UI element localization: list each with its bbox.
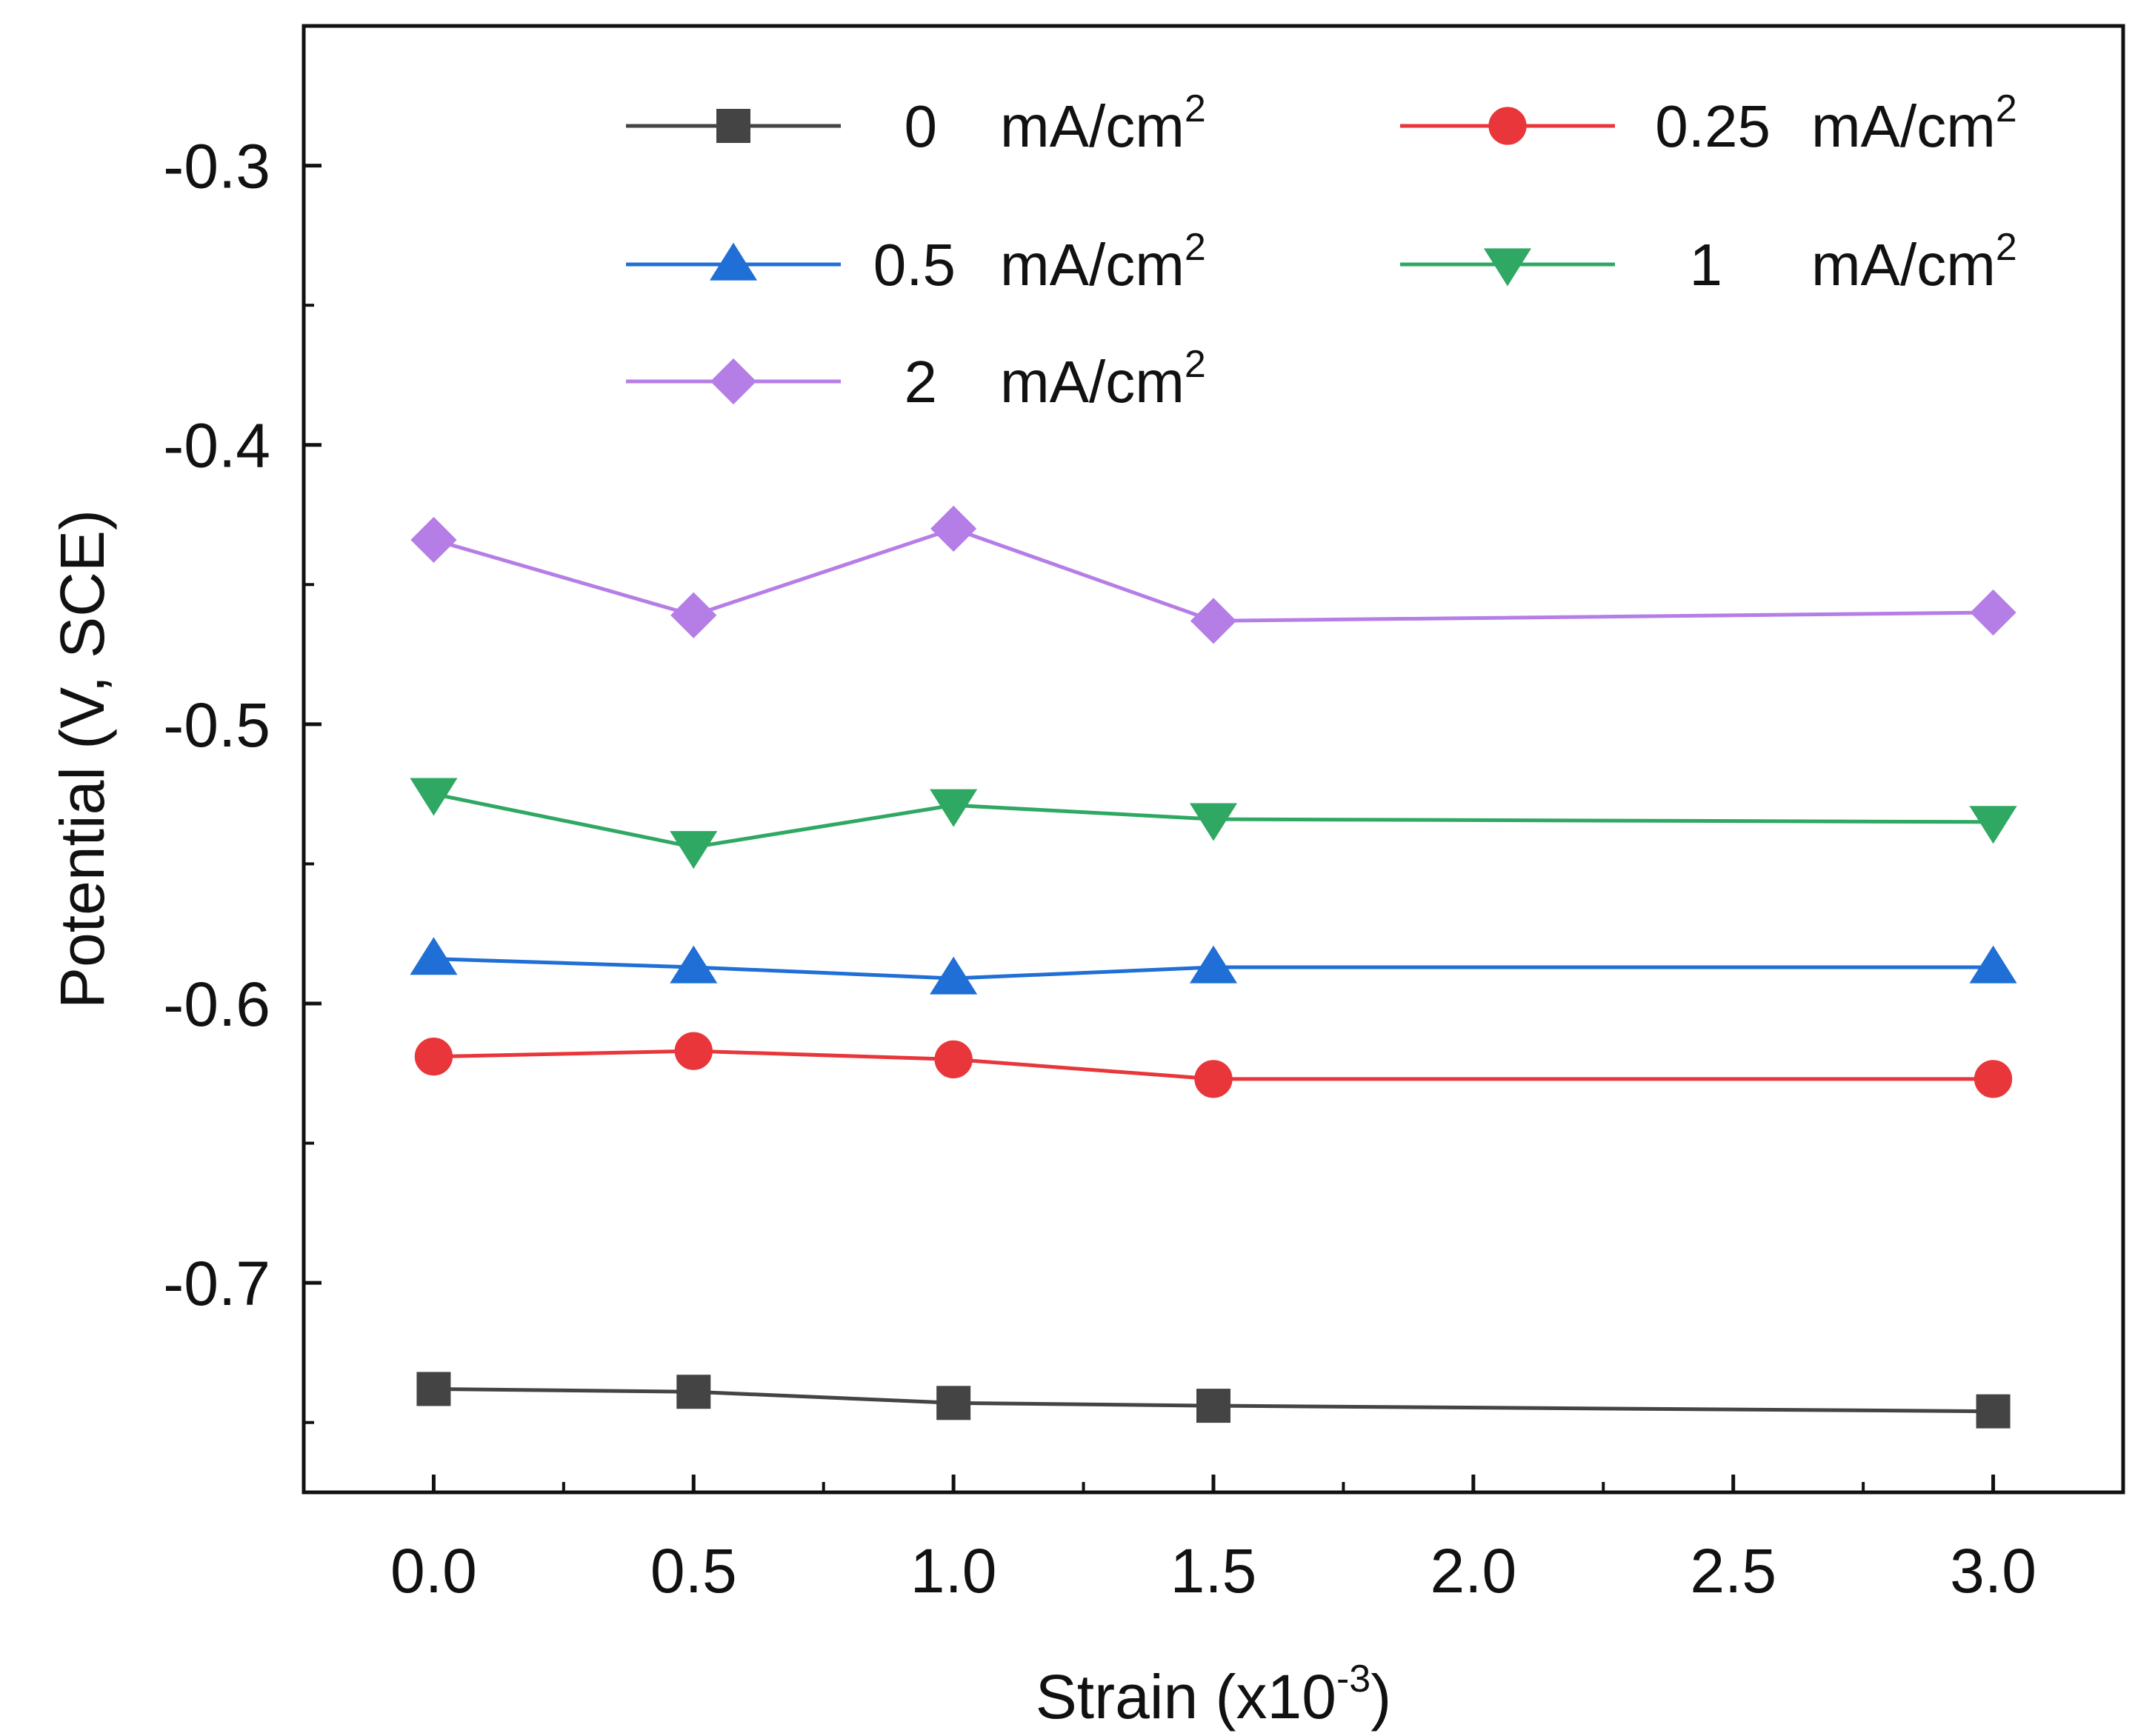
legend: 0 mA/cm2 0.25 mA/cm2 0.5 mA/cm2 1 mA/cm2 2 mA/cm2 bbox=[626, 87, 2017, 415]
data-point bbox=[1970, 589, 2016, 636]
legend-entry-1: 0.25 mA/cm2 bbox=[1400, 87, 2017, 159]
data-point bbox=[1976, 1394, 2011, 1429]
x-axis-title: Strain (x10-3) bbox=[1036, 1657, 1391, 1732]
data-point bbox=[410, 778, 458, 816]
legend-unit: mA/cm2 bbox=[1000, 226, 1206, 298]
legend-marker bbox=[1483, 248, 1532, 287]
legend-value: 1 bbox=[1690, 232, 1723, 298]
data-point bbox=[1189, 803, 1238, 841]
series-3 bbox=[410, 778, 2017, 869]
data-point bbox=[1974, 1060, 2013, 1098]
data-point bbox=[1969, 806, 2017, 844]
series-2 bbox=[410, 937, 2017, 995]
data-point bbox=[930, 789, 978, 827]
x-tick-label: 1.0 bbox=[910, 1536, 997, 1606]
x-tick-label: 2.5 bbox=[1690, 1536, 1776, 1606]
data-point bbox=[934, 1040, 973, 1079]
y-tick-label: -0.5 bbox=[163, 690, 270, 760]
data-point bbox=[1189, 945, 1238, 984]
legend-value: 2 bbox=[905, 349, 938, 415]
data-point bbox=[936, 1386, 971, 1420]
data-point bbox=[410, 516, 457, 564]
y-axis-ticks: -0.3 -0.4 -0.5 -0.6 -0.7 bbox=[163, 132, 322, 1424]
data-point bbox=[1194, 1060, 1233, 1098]
data-point bbox=[1190, 598, 1237, 644]
series-0 bbox=[416, 1372, 2011, 1429]
legend-entry-0: 0 mA/cm2 bbox=[626, 87, 1206, 159]
legend-unit: mA/cm2 bbox=[1811, 87, 2017, 159]
data-point bbox=[1969, 945, 2017, 984]
y-tick-label: -0.7 bbox=[163, 1249, 270, 1318]
legend-entry-3: 1 mA/cm2 bbox=[1400, 226, 2017, 298]
legend-value: 0 bbox=[905, 93, 938, 159]
data-point bbox=[670, 831, 718, 869]
data-point bbox=[1196, 1389, 1230, 1423]
data-point bbox=[930, 956, 978, 995]
x-tick-label: 0.5 bbox=[650, 1536, 737, 1606]
y-axis-title: Potential (V, SCE) bbox=[47, 510, 117, 1009]
legend-unit: mA/cm2 bbox=[1000, 87, 1206, 159]
x-axis-ticks: 0.0 0.5 1.0 1.5 2.0 2.5 3.0 bbox=[390, 1475, 2036, 1606]
x-tick-label: 1.5 bbox=[1170, 1536, 1257, 1606]
series-layer bbox=[410, 505, 2017, 1429]
legend-value: 0.25 bbox=[1655, 93, 1771, 159]
legend-entry-2: 0.5 mA/cm2 bbox=[626, 226, 1206, 298]
y-tick-label: -0.3 bbox=[163, 132, 270, 201]
data-point bbox=[930, 505, 977, 552]
data-point bbox=[670, 592, 717, 638]
legend-marker bbox=[716, 109, 750, 143]
y-tick-label: -0.6 bbox=[163, 969, 270, 1039]
legend-entry-4: 2 mA/cm2 bbox=[626, 343, 1206, 415]
legend-unit: mA/cm2 bbox=[1811, 226, 2017, 298]
series-4 bbox=[410, 505, 2016, 644]
x-tick-label: 3.0 bbox=[1950, 1536, 2036, 1606]
y-tick-label: -0.4 bbox=[163, 411, 270, 481]
legend-marker bbox=[709, 242, 758, 281]
legend-unit: mA/cm2 bbox=[1000, 343, 1206, 415]
x-tick-label: 0.0 bbox=[390, 1536, 477, 1606]
data-point bbox=[416, 1372, 451, 1406]
data-point bbox=[674, 1032, 713, 1070]
series-1 bbox=[414, 1032, 2013, 1098]
data-point bbox=[670, 945, 718, 984]
legend-marker bbox=[710, 358, 757, 405]
data-point bbox=[676, 1375, 711, 1409]
data-point bbox=[414, 1038, 453, 1076]
data-point bbox=[410, 937, 458, 975]
x-tick-label: 2.0 bbox=[1430, 1536, 1516, 1606]
legend-value: 0.5 bbox=[873, 232, 956, 298]
legend-marker bbox=[1488, 107, 1527, 145]
